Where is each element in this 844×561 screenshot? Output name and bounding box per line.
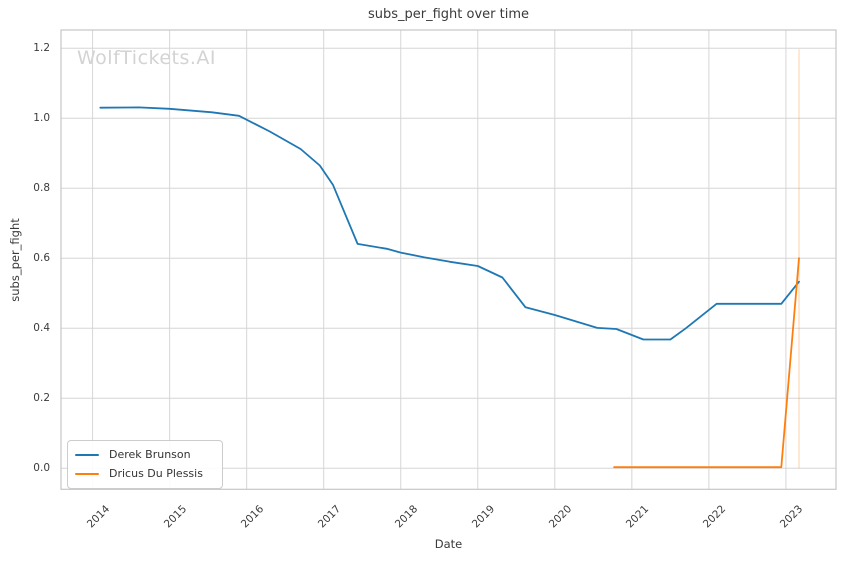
watermark: WolfTickets.AI <box>77 47 217 69</box>
legend-item-dricus-du-plessis: Dricus Du Plessis <box>75 467 214 480</box>
legend-swatch-dricus-du-plessis <box>75 472 99 475</box>
series-line-derek-brunson <box>99 106 800 341</box>
legend-label: Derek Brunson <box>109 448 191 461</box>
legend-swatch-derek-brunson <box>75 453 99 456</box>
y-tick-label: 0.0 <box>33 462 50 475</box>
legend: Derek Brunson Dricus Du Plessis <box>67 440 223 489</box>
plot-border <box>60 29 837 490</box>
y-tick-label: 1.0 <box>33 112 50 125</box>
y-tick-label: 0.4 <box>33 322 50 335</box>
legend-label: Dricus Du Plessis <box>109 467 203 480</box>
series-line-dricus-du-plessis <box>613 257 800 469</box>
y-tick-label: 0.8 <box>33 182 50 195</box>
y-tick-label: 0.6 <box>33 252 50 265</box>
x-axis-label: Date <box>434 537 463 551</box>
y-tick-label: 1.2 <box>33 42 50 55</box>
y-axis-label: subs_per_fight <box>8 218 22 302</box>
legend-item-derek-brunson: Derek Brunson <box>75 448 214 461</box>
y-tick-label: 0.2 <box>33 392 50 405</box>
chart-title: subs_per_fight over time <box>367 7 530 22</box>
